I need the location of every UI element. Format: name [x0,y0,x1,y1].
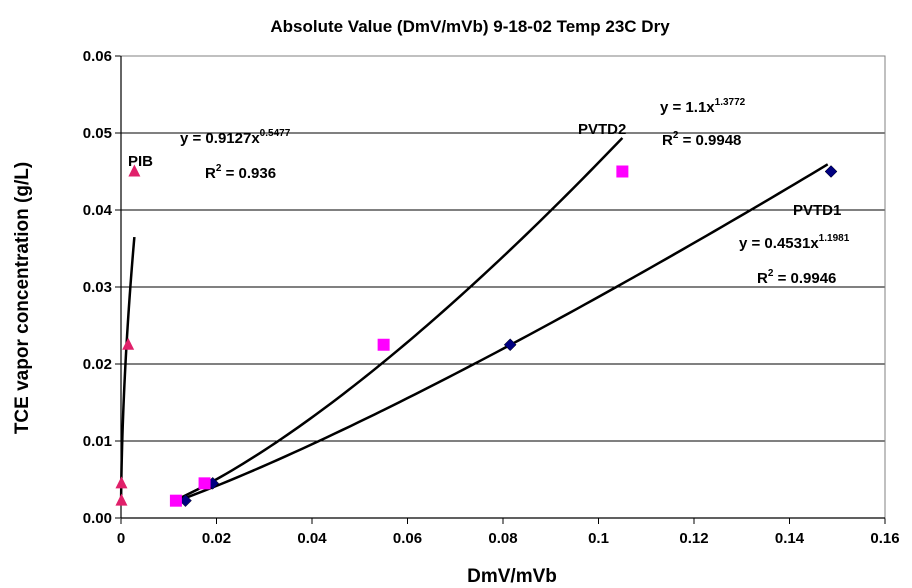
r2-pvtd1: R2 = 0.9946 [757,268,836,287]
point-pib [122,337,135,350]
point-pib [115,476,128,489]
y-tick-label: 0.06 [83,48,112,65]
y-axis-title: TCE vapor concentration (g/L) [12,162,33,434]
y-tick-label: 0.01 [83,433,112,450]
point-pvtd2 [377,338,390,351]
point-pvtd2 [169,494,182,507]
x-tick-label: 0.04 [297,530,327,547]
data-points [115,164,838,508]
equation-pib: y = 0.9127x0.5477 [180,128,291,147]
x-axis-title: DmV/mVb [467,566,557,587]
series-label-pvtd2: PVTD2 [578,121,626,138]
y-tick-label: 0.03 [83,279,112,296]
x-tick-label: 0.06 [393,530,422,547]
chart-title: Absolute Value (DmV/mVb) 9-18-02 Temp 23… [270,17,670,36]
equation-pvtd1: y = 0.4531x1.1981 [739,233,850,252]
x-tick-label: 0.02 [202,530,231,547]
series-label-pib: PIB [128,153,153,170]
trendline-pvtd2 [175,137,624,502]
y-tick-label: 0.04 [83,202,113,219]
x-tick-label: 0.1 [588,530,609,547]
point-pib [128,164,141,177]
point-pvtd2 [616,165,629,178]
equation-pvtd2: y = 1.1x1.3772 [660,97,746,116]
r2-pib: R2 = 0.936 [205,163,276,182]
trendline-pvtd1 [180,163,829,501]
point-pib [115,493,128,506]
x-tick-label: 0.12 [679,530,708,547]
y-tick-label: 0.00 [83,510,112,527]
trendlines [119,137,829,502]
point-pvtd1 [503,338,517,352]
point-pvtd2 [198,477,211,490]
axes: 0.00 0.01 0.02 0.03 0.04 0.05 0.06 0 0.02 0.04 0.0… [83,48,900,547]
x-tick-label: 0.14 [775,530,805,547]
y-tick-label: 0.02 [83,356,112,373]
y-tick-label: 0.05 [83,125,112,142]
x-tick-label: 0.16 [870,530,899,547]
x-tick-label: 0 [117,530,125,547]
r2-pvtd2: R2 = 0.9948 [662,130,741,149]
series-label-pvtd1: PVTD1 [793,202,841,219]
trendline-pib [119,236,136,500]
point-pvtd1 [824,165,838,178]
x-tick-label: 0.08 [488,530,517,547]
